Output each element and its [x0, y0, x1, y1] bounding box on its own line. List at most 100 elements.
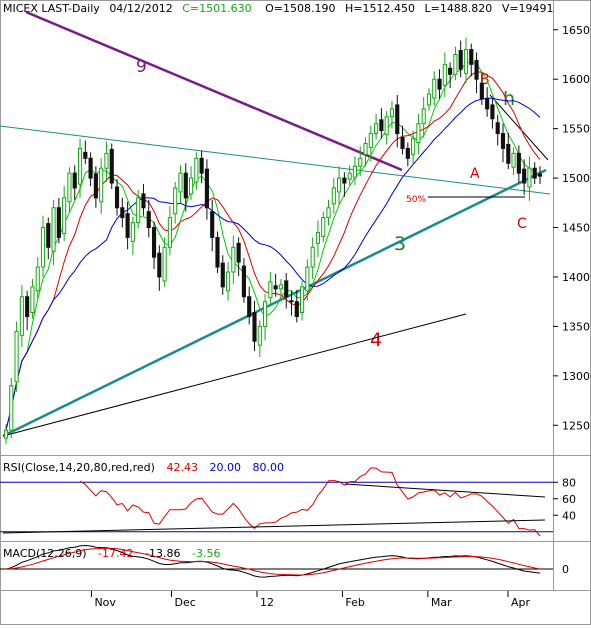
time-tick-label: Dec: [175, 596, 196, 609]
candle: [199, 150, 204, 184]
candle: [77, 138, 83, 198]
candle: [146, 199, 151, 238]
candle-body: [395, 104, 400, 135]
time-tick-label: Apr: [511, 596, 531, 609]
candle-body: [162, 246, 167, 282]
price-tick-label: 1450: [562, 222, 590, 235]
candle: [305, 259, 310, 301]
wave-a-label: A: [470, 166, 480, 182]
macd-signal-line: [5, 547, 541, 576]
candle: [162, 237, 167, 287]
candle-body: [231, 246, 236, 273]
candle: [495, 114, 500, 146]
candlesticks: [3, 37, 543, 445]
price-tick-label: 1400: [562, 271, 590, 284]
candle: [384, 110, 389, 145]
rsi-label: RSI(Close,14,20,80,red,red): [3, 461, 155, 474]
candle-body: [278, 284, 284, 290]
candle: [448, 62, 453, 89]
candle: [479, 73, 484, 105]
candle: [432, 71, 437, 106]
candle: [35, 257, 40, 299]
candle-body: [537, 173, 543, 177]
candle: [141, 184, 146, 216]
candle: [411, 130, 416, 165]
candle: [294, 289, 299, 323]
header-close: C=1501.630: [182, 2, 251, 15]
candle-body: [136, 197, 141, 224]
header-high: H=1512.450: [345, 2, 415, 15]
candle: [252, 300, 257, 352]
rsi-upper: 80.00: [252, 461, 284, 474]
svg-text:MICEX LAST-Daily 04/12/201: MICEX LAST-Daily 04/12/2012 C=1501.630 O…: [3, 2, 554, 15]
candle: [14, 321, 19, 392]
candle-body: [167, 217, 172, 248]
candle: [9, 377, 14, 439]
candle: [194, 152, 199, 190]
candle-body: [9, 385, 14, 431]
candle-body: [379, 119, 384, 132]
candle-body: [527, 167, 532, 188]
candle-body: [416, 123, 421, 143]
candle-body: [453, 53, 458, 75]
candle: [173, 182, 178, 224]
candle-body: [99, 167, 104, 203]
candle: [516, 145, 521, 184]
wave-b-label: B: [480, 72, 490, 88]
candle-body: [141, 193, 146, 209]
candle: [167, 205, 172, 256]
candle-body: [14, 330, 19, 383]
candle-body: [485, 98, 490, 110]
price-tick-label: 1350: [562, 320, 590, 333]
candle: [368, 125, 373, 162]
candle-body: [326, 207, 331, 219]
candle-body: [77, 147, 83, 185]
candle-body: [352, 165, 358, 178]
candle-body: [506, 143, 511, 164]
candle: [395, 95, 400, 148]
candle-body: [199, 157, 204, 174]
candle-body: [146, 211, 151, 229]
candle-body: [458, 50, 463, 70]
price-tick-label: 1250: [562, 419, 590, 432]
candle: [490, 98, 495, 129]
candle: [56, 197, 61, 244]
trendline-3: [2, 168, 547, 438]
candle: [109, 143, 114, 189]
candle-body: [432, 78, 437, 99]
candle-body: [220, 262, 225, 288]
macd-plot: 0: [0, 544, 569, 578]
candle-body: [151, 227, 157, 258]
candle-body: [114, 186, 120, 209]
candle-body: [363, 142, 368, 155]
candle: [527, 156, 532, 201]
candle-body: [194, 157, 199, 183]
rsi-trendline-lower: [2, 519, 546, 534]
candle: [241, 258, 246, 303]
time-tick-label: Nov: [94, 596, 116, 609]
trendline-3-label: 3: [394, 233, 406, 255]
trendline-4-label: 4: [370, 329, 382, 351]
candle: [506, 132, 511, 170]
candle-body: [479, 82, 484, 100]
candle: [405, 142, 410, 167]
candle: [157, 245, 162, 291]
candle: [426, 88, 432, 111]
candle-body: [204, 168, 209, 209]
candle: [130, 216, 135, 256]
time-tick-label: 12: [260, 596, 274, 609]
candle-body: [463, 49, 469, 74]
candle-body: [210, 211, 215, 238]
price-tick-label: 1600: [562, 73, 590, 86]
header-low: L=1488.820: [424, 2, 492, 15]
candle-body: [257, 325, 262, 346]
candle-body: [337, 177, 342, 193]
ma-mid-line: [5, 71, 541, 431]
candle-body: [469, 49, 474, 65]
candle-body: [495, 122, 500, 135]
candle-body: [284, 280, 289, 298]
candle: [437, 69, 442, 99]
candle-body: [358, 157, 363, 167]
trendline-9-label: 9: [136, 57, 147, 77]
wave-h-label: h: [503, 88, 515, 110]
